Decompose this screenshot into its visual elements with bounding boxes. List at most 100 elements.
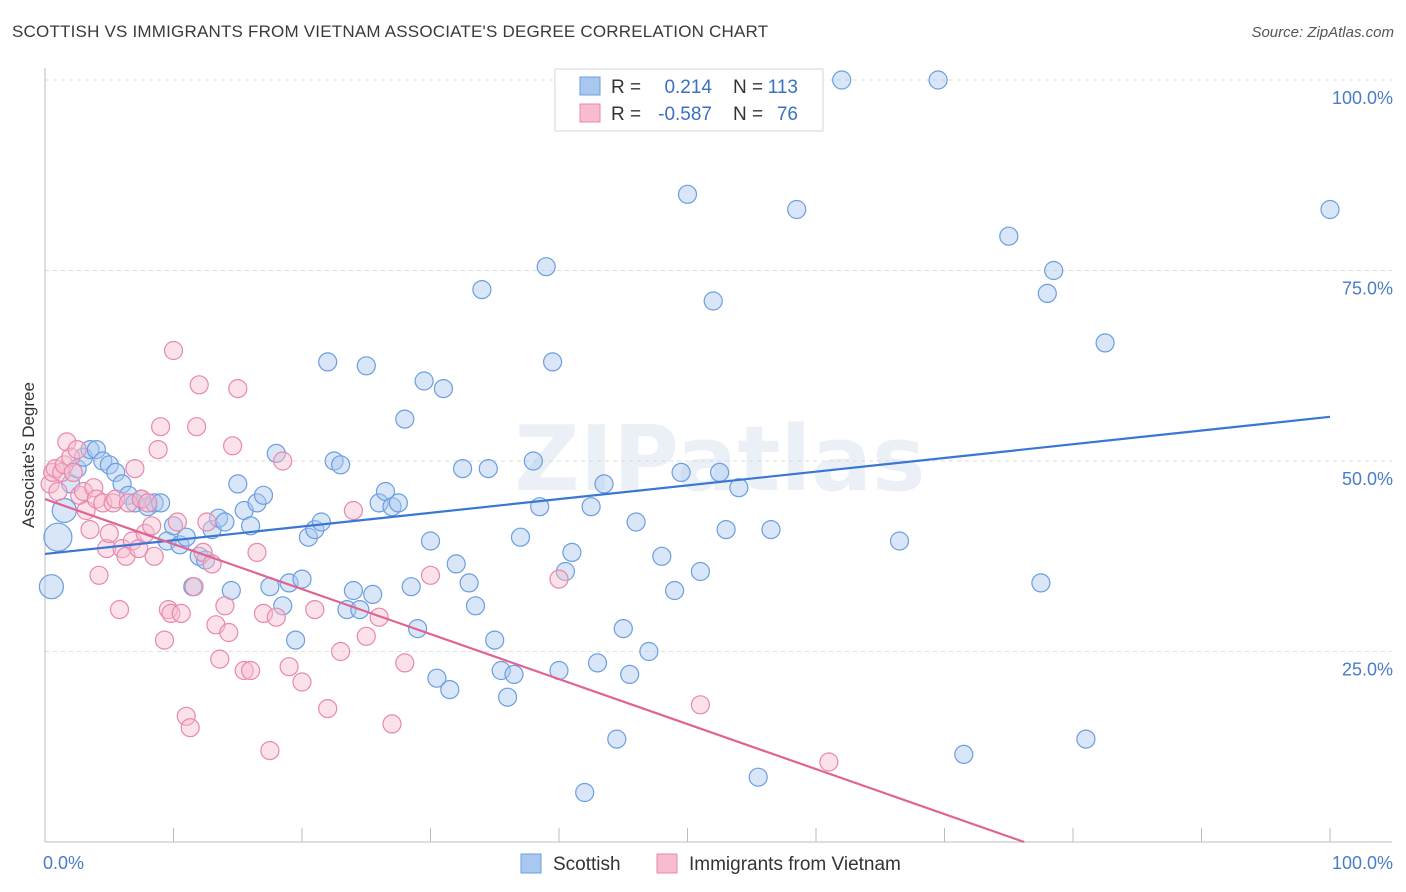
bottom-legend-swatch-vietnam: [656, 853, 678, 874]
vietnam-point: [161, 603, 181, 624]
scottish-point: [395, 409, 415, 429]
scottish-point: [536, 257, 556, 277]
scottish-point: [1031, 573, 1051, 593]
scottish-point: [716, 519, 736, 540]
scottish-point: [459, 573, 479, 593]
scottish-point: [1037, 283, 1057, 303]
vietnam-point: [331, 641, 351, 662]
vietnam-point: [52, 462, 72, 482]
legend-n-label-1: N =: [733, 77, 763, 98]
vietnam-point: [171, 603, 191, 624]
vietnam-point: [40, 474, 60, 494]
vietnam-point: [292, 672, 312, 692]
legend-n-value-1: 113: [768, 77, 798, 98]
scottish-point: [1076, 729, 1096, 749]
scottish-point: [440, 679, 460, 700]
scottish-point: [491, 660, 511, 681]
scottish-point: [433, 379, 453, 399]
vietnam-point: [189, 375, 209, 395]
scottish-point: [453, 459, 473, 479]
scottish-point: [414, 371, 434, 391]
vietnam-point: [273, 451, 293, 471]
y-axis-title: Associate's Degree: [19, 382, 38, 528]
scottish-point: [478, 459, 498, 479]
legend-r-value-1: 0.214: [664, 77, 712, 98]
vietnam-point: [125, 459, 145, 479]
scottish-point: [247, 493, 267, 513]
vietnam-point: [260, 740, 280, 761]
scottish-point: [787, 199, 807, 220]
scottish-point: [761, 519, 781, 540]
legend-r-value-2: -0.587: [658, 104, 712, 125]
vietnam-point: [420, 565, 441, 585]
scottish-point: [318, 352, 338, 372]
y-tick-label: 50.0%: [1342, 469, 1393, 489]
vietnam-point: [395, 653, 415, 673]
vietnam-point: [89, 565, 109, 585]
scottish-point: [446, 554, 466, 574]
vietnam-point: [343, 500, 363, 521]
scottish-point: [485, 630, 505, 650]
scottish-point: [555, 561, 576, 582]
vietnam-point: [241, 660, 261, 681]
legend-swatch-scottish: [579, 76, 601, 96]
scottish-point: [652, 546, 672, 566]
scottish-point: [286, 630, 306, 650]
legend-n-value-2: 76: [777, 104, 798, 125]
vietnam-point: [253, 603, 274, 624]
scottish-point: [215, 512, 235, 532]
vietnam-point: [819, 752, 839, 772]
vietnam-point: [219, 622, 239, 643]
chart-title: SCOTTISH VS IMMIGRANTS FROM VIETNAM ASSO…: [12, 22, 769, 41]
vietnam-point: [197, 512, 217, 532]
scottish-point: [562, 542, 582, 563]
scottish-point: [363, 584, 383, 605]
scottish-point: [420, 531, 441, 551]
vietnam-point: [163, 340, 184, 361]
scottish-point: [690, 561, 711, 582]
scottish-point: [388, 493, 408, 513]
bottom-legend: Scottish Immigrants from Vietnam: [520, 853, 901, 875]
scottish-point: [510, 527, 531, 547]
scottish-point: [607, 729, 627, 749]
vietnam-point: [184, 577, 204, 597]
vietnam-point: [106, 489, 126, 509]
vietnam-point: [382, 714, 402, 734]
scottish-point: [587, 653, 608, 673]
scottish-point: [1044, 260, 1064, 281]
scottish-point: [832, 70, 852, 90]
vietnam-point: [215, 596, 235, 616]
vietnam-point: [154, 630, 175, 650]
bottom-legend-scottish: Scottish: [553, 854, 621, 875]
scottish-point: [671, 462, 691, 482]
scottish-point: [356, 356, 376, 376]
vietnam-point: [210, 649, 230, 669]
y-tick-label: 75.0%: [1342, 279, 1393, 299]
x-tick-label: 100.0%: [1332, 853, 1393, 873]
vietnam-point: [84, 478, 104, 498]
vietnam-point: [167, 512, 187, 532]
vietnam-trend-line: [44, 498, 1025, 844]
scottish-point: [292, 569, 312, 589]
scottish-point: [67, 459, 87, 479]
scottish-point: [253, 485, 274, 505]
scottish-point: [581, 497, 601, 517]
scottish-point: [498, 687, 518, 707]
scottish-point: [928, 70, 948, 90]
scottish-point: [664, 580, 685, 601]
scottish-point: [273, 596, 293, 616]
scottish-point: [38, 574, 65, 600]
vietnam-point: [180, 718, 200, 738]
vietnam-point: [109, 599, 130, 620]
vietnam-point: [223, 436, 243, 456]
scottish-trend-line: [44, 415, 1331, 556]
scottish-point: [703, 291, 723, 311]
vietnam-point: [305, 599, 325, 620]
bottom-legend-vietnam: Immigrants from Vietnam: [689, 854, 901, 875]
legend-box: R = 0.214 N = 113 R = -0.587 N = 76: [554, 68, 824, 132]
scottish-point: [86, 440, 107, 460]
scottish-point: [729, 478, 749, 498]
scottish-point: [639, 641, 659, 662]
vietnam-point: [138, 493, 158, 513]
